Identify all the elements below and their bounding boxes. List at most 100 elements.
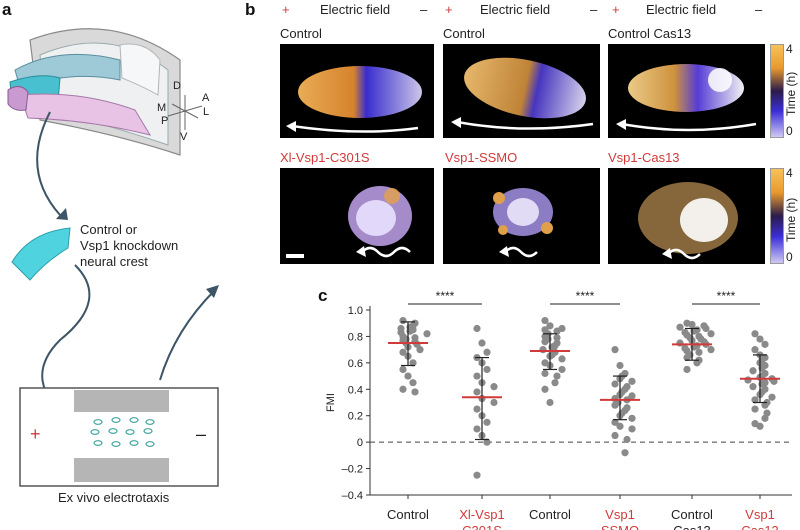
data-point	[416, 346, 424, 354]
data-point	[751, 330, 759, 338]
y-tick-label: –0.4	[342, 490, 363, 502]
data-point	[628, 377, 636, 385]
data-point	[616, 361, 624, 370]
significance-stars: ****	[436, 290, 455, 303]
data-point	[399, 316, 407, 325]
field-plus-3: +	[612, 2, 620, 17]
y-tick-label: –0.2	[342, 464, 363, 476]
data-point	[702, 324, 710, 333]
y-tick-label: 0.2	[348, 411, 363, 423]
image-title-xl-vsp1-c301s: Xl-Vsp1-C301S	[280, 150, 370, 165]
colorbar-bottom-max: 4	[786, 166, 793, 180]
data-point	[473, 372, 481, 380]
field-plus-1: +	[282, 2, 290, 17]
data-point	[490, 398, 498, 407]
data-point	[558, 355, 566, 363]
colorbar-top	[770, 44, 784, 138]
data-point	[490, 383, 498, 391]
data-point	[693, 359, 701, 367]
data-point	[707, 330, 715, 338]
data-point	[541, 385, 549, 393]
data-point	[473, 471, 481, 479]
data-point	[546, 322, 554, 330]
data-point	[551, 379, 559, 387]
data-point	[688, 320, 696, 329]
axis-d-label: D	[173, 80, 181, 92]
data-point	[623, 435, 631, 444]
y-tick-label: 0.4	[348, 384, 363, 396]
data-point	[683, 353, 691, 362]
data-point	[404, 372, 412, 380]
data-point	[611, 418, 619, 426]
crest-label-line3: neural crest	[80, 254, 148, 269]
category-label-line2: C301S	[462, 523, 502, 530]
micrograph-vsp1-cas13	[608, 168, 765, 264]
data-point	[611, 401, 619, 409]
image-title-vsp1-ssmo: Vsp1-SSMO	[445, 150, 518, 165]
data-point	[756, 335, 764, 343]
embryo-illustration	[7, 28, 181, 156]
data-point	[483, 348, 491, 356]
data-point	[628, 392, 636, 400]
micrograph-control-cas13	[608, 44, 765, 138]
data-point	[676, 323, 684, 331]
data-point	[558, 365, 566, 374]
image-title-vsp1-cas13: Vsp1-Cas13	[608, 150, 680, 165]
data-point	[541, 338, 549, 346]
neural-crest-tissue	[11, 227, 71, 281]
data-point	[616, 422, 624, 430]
fmi-scatter-chart: 1.0 0.8 0.6 0.4 0.2 0 –0.2 –0.4 FMI **** **** ****…	[325, 290, 792, 530]
panel-c-letter: c	[318, 286, 328, 305]
data-point	[628, 414, 636, 422]
significance-stars: ****	[717, 290, 736, 303]
field-label-2: Electric field	[480, 2, 551, 17]
cell-ellipses	[90, 417, 155, 447]
data-point	[473, 425, 481, 433]
data-point	[761, 340, 769, 348]
field-label-3: Electric field	[646, 2, 717, 17]
image-title-control-2: Control	[443, 26, 485, 41]
orientation-axes	[167, 95, 203, 130]
chamber-minus-sign: –	[196, 424, 207, 444]
category-label-line1: Vsp1	[605, 507, 635, 522]
data-point	[761, 401, 769, 409]
chamber-caption: Ex vivo electrotaxis	[58, 490, 170, 505]
axis-v-label: V	[180, 131, 188, 143]
data-point	[541, 369, 549, 378]
data-point	[473, 405, 481, 413]
data-point	[611, 346, 619, 354]
axis-a-label: A	[202, 92, 210, 104]
micrograph-vsp1-ssmo	[443, 168, 600, 264]
axis-l-label: L	[203, 106, 210, 118]
category-label-line1: Vsp1	[745, 507, 775, 522]
data-point	[546, 398, 554, 407]
data-point	[611, 380, 619, 388]
data-point	[423, 330, 431, 338]
y-tick-label: 0	[357, 437, 363, 449]
data-point	[409, 379, 417, 387]
data-point	[411, 388, 419, 396]
data-point	[676, 339, 684, 347]
data-point	[483, 418, 491, 426]
field-plus-2: +	[445, 2, 453, 17]
data-point	[744, 376, 752, 384]
data-point	[399, 365, 407, 374]
data-point	[621, 449, 629, 457]
data-point	[483, 365, 491, 374]
data-point	[751, 346, 759, 354]
data-point	[399, 385, 407, 393]
arrow-to-panel-b	[159, 289, 216, 381]
data-point	[553, 372, 561, 380]
micrograph-xl-vsp1-c301s	[280, 168, 434, 264]
data-point	[768, 393, 776, 401]
data-point	[483, 438, 491, 446]
panel-a-illustration	[7, 28, 219, 487]
data-point	[628, 425, 636, 433]
category-label-line1: Control	[529, 507, 571, 522]
field-minus-3: –	[755, 2, 763, 17]
data-point	[539, 346, 547, 354]
crest-label-line2: Vsp1 knockdown	[80, 238, 179, 253]
data-point	[749, 383, 757, 391]
data-point	[399, 348, 407, 356]
y-tick-label: 0.6	[348, 358, 363, 370]
